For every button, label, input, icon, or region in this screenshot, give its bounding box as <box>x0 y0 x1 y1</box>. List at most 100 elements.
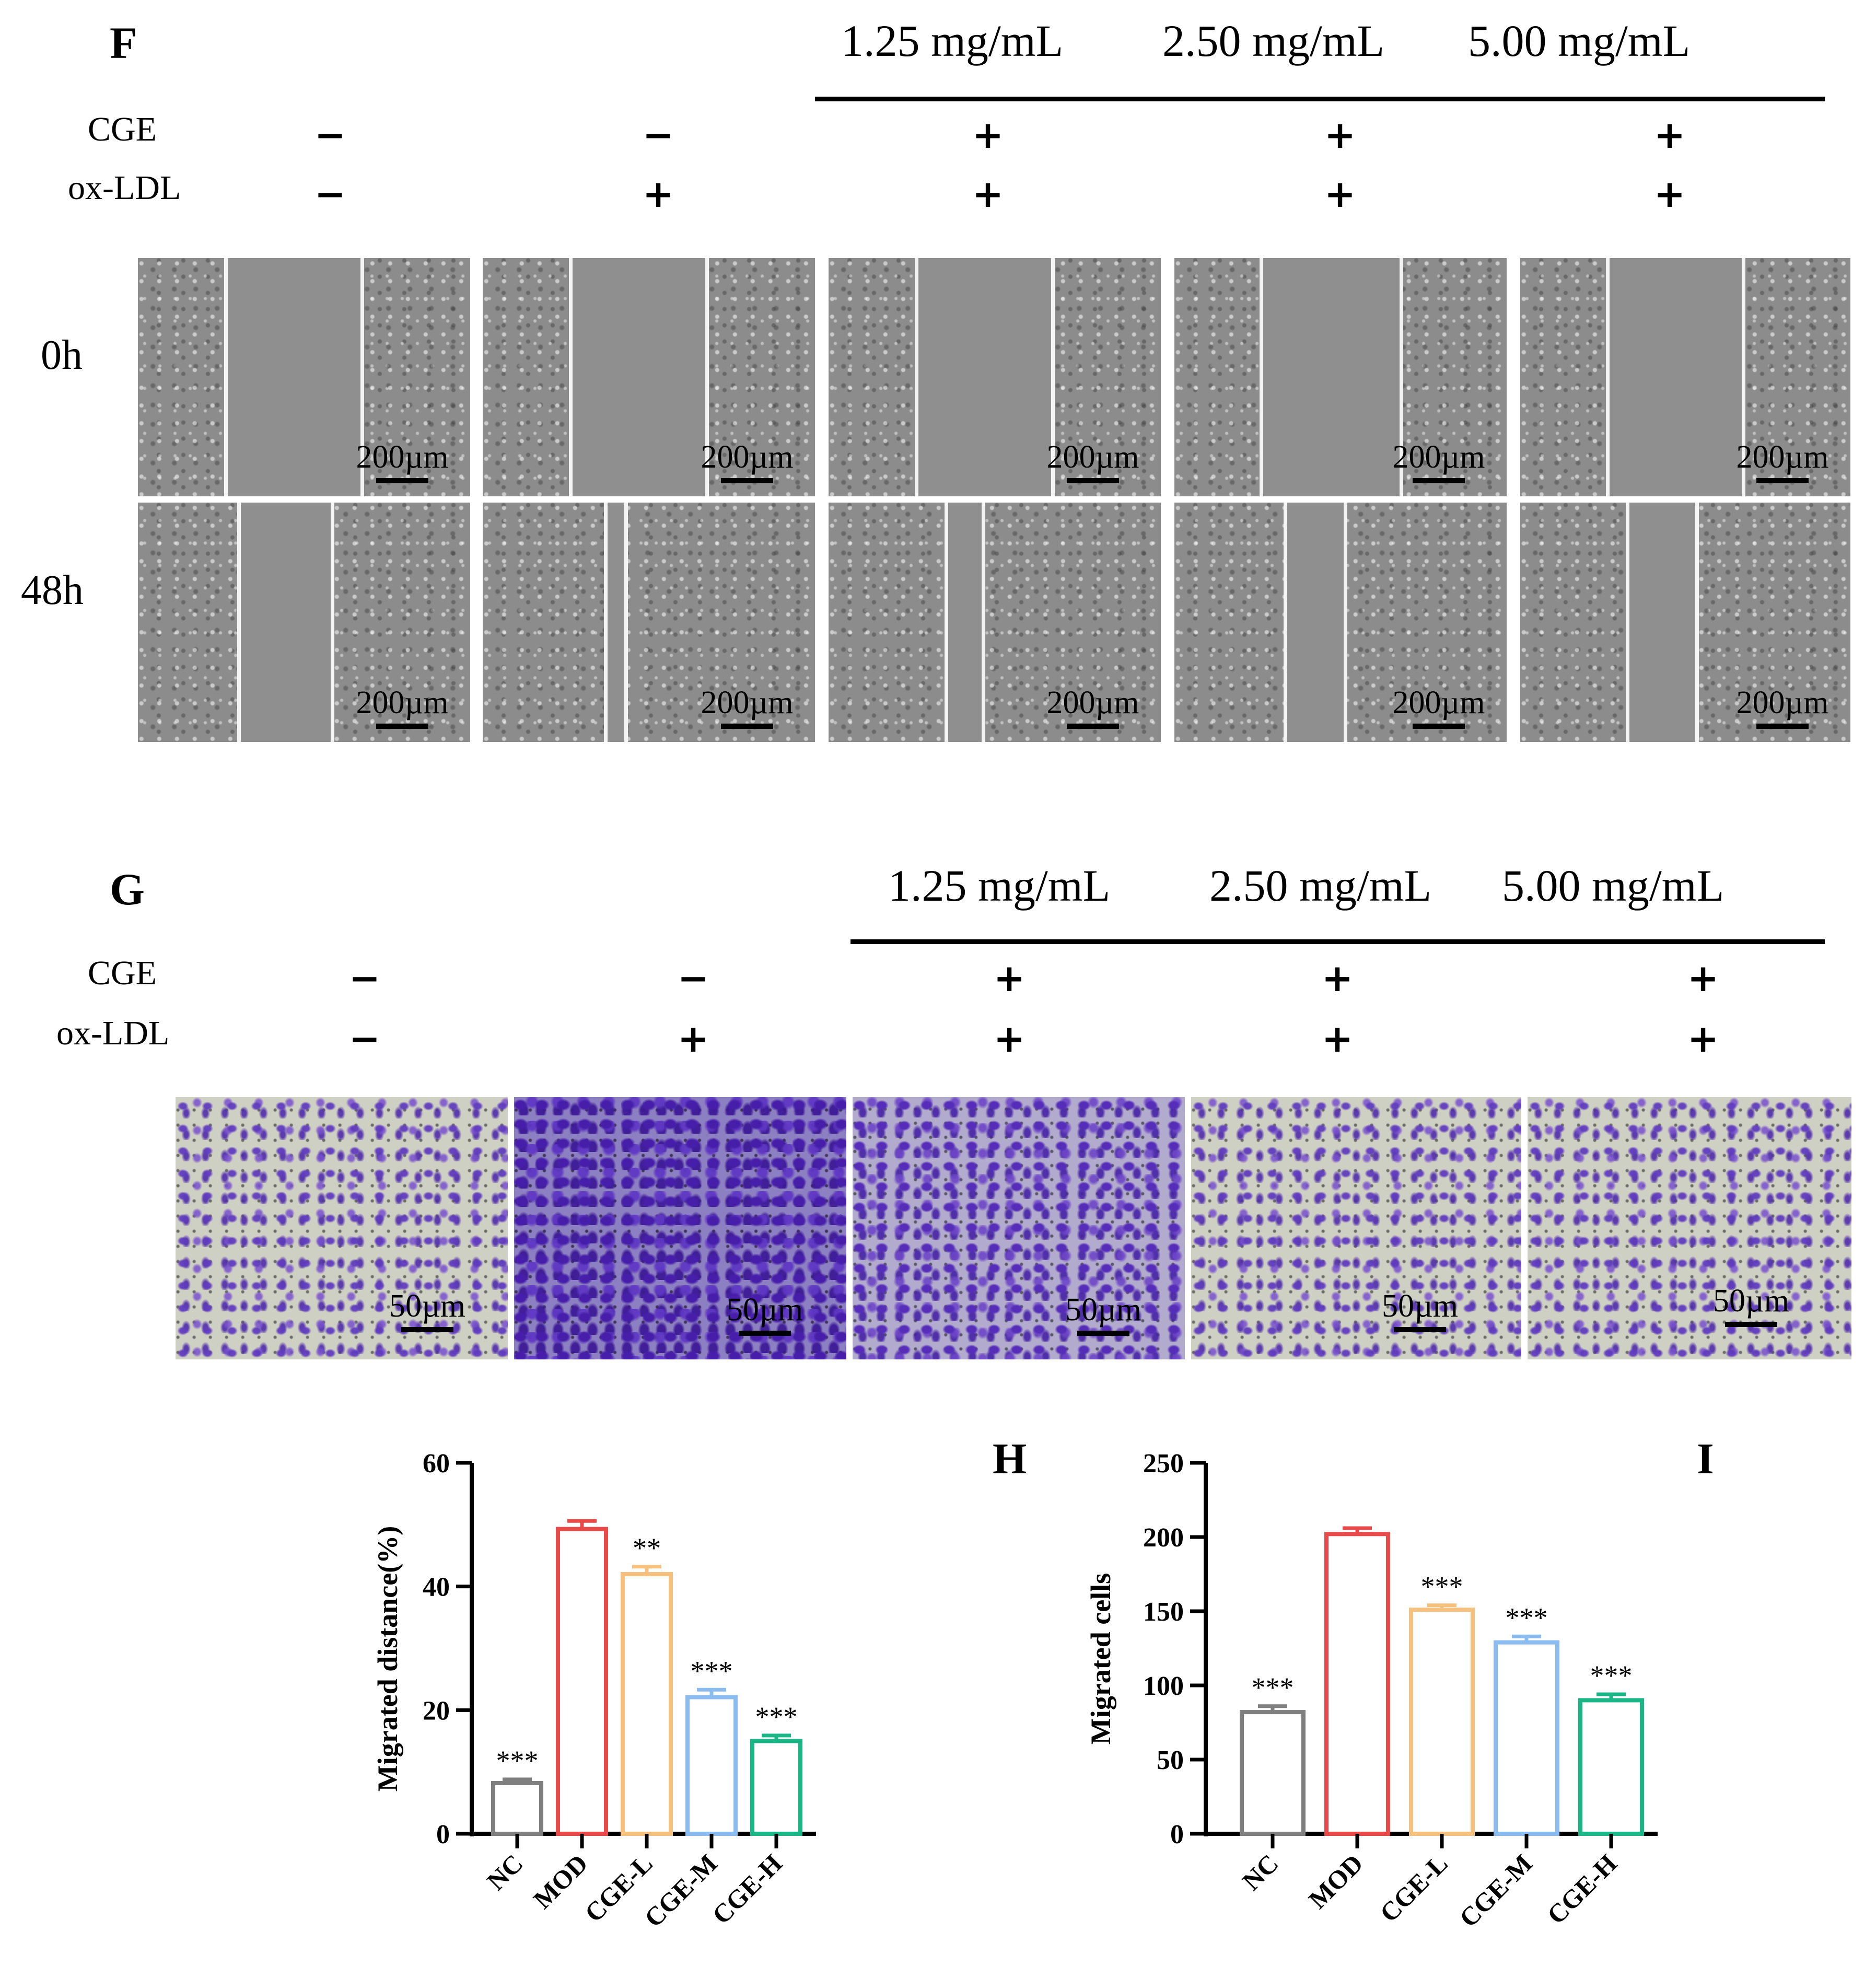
significance-label: *** <box>691 1655 733 1686</box>
wound-micrograph: 200µm <box>1520 503 1850 742</box>
panel-f-conc-low: 1.25 mg/mL <box>841 16 1064 66</box>
x-tick-label: CGE-M <box>638 1848 723 1933</box>
significance-label: *** <box>1506 1602 1548 1633</box>
panel-f-cge-sign: − <box>642 113 674 157</box>
wound-micrograph: 200µm <box>1520 258 1850 496</box>
panel-g-letter: G <box>110 864 145 914</box>
significance-label: ** <box>633 1532 661 1564</box>
scale-bar: 50µm <box>1368 1288 1472 1332</box>
panel-f-cge-sign: − <box>314 113 346 157</box>
panel-g-oxldl-sign: + <box>993 1017 1026 1061</box>
wound-gap <box>604 503 628 742</box>
wound-micrograph: 200µm <box>1174 503 1507 742</box>
significance-label: *** <box>755 1701 798 1732</box>
transwell-micrograph: 50µm <box>1191 1097 1521 1359</box>
panel-g-oxldl-sign: + <box>1321 1017 1354 1061</box>
panel-f-letter: F <box>110 18 137 68</box>
panel-g-cge-label: CGE <box>88 954 157 992</box>
panel-g-conc-low: 1.25 mg/mL <box>888 860 1111 911</box>
scale-bar: 200µm <box>1386 439 1491 483</box>
scale-bar: 200µm <box>1730 684 1835 729</box>
panel-g-oxldl-sign: + <box>677 1017 709 1061</box>
transwell-micrograph: 50µm <box>176 1097 508 1359</box>
significance-label: *** <box>1590 1660 1633 1691</box>
wound-micrograph: 200µm <box>483 503 815 742</box>
bar-mod <box>556 1527 608 1836</box>
y-tick-label: 50 <box>1157 1745 1184 1775</box>
x-tick-label: NC <box>481 1848 529 1896</box>
y-tick-label: 100 <box>1143 1671 1184 1701</box>
panel-g-cge-sign: − <box>677 956 709 1000</box>
scale-bar: 200µm <box>1386 684 1491 729</box>
y-tick-label: 200 <box>1143 1523 1184 1553</box>
panel-f-time-48h: 48h <box>21 567 84 613</box>
panel-f-cge-sign: + <box>972 113 1004 157</box>
y-tick-label: 20 <box>423 1696 450 1726</box>
panel-f-oxldl-sign: + <box>972 172 1004 216</box>
panel-f-oxldl-sign: + <box>642 172 674 216</box>
y-axis-label: Migrated cells <box>1085 1573 1116 1744</box>
wound-gap <box>237 503 334 742</box>
transwell-micrograph: 50µm <box>853 1097 1185 1359</box>
panel-letter: H <box>993 1435 1027 1483</box>
wound-gap <box>915 258 1055 496</box>
wound-gap <box>945 503 985 742</box>
scale-bar: 50µm <box>375 1288 480 1332</box>
panel-g-cge-sign: − <box>348 956 381 1000</box>
wound-gap <box>224 258 364 496</box>
significance-label: *** <box>1421 1571 1463 1602</box>
bar-cge-l <box>1409 1608 1475 1836</box>
scale-bar: 50µm <box>1699 1283 1803 1327</box>
x-tick-label: CGE-L <box>1374 1848 1453 1928</box>
y-tick-label: 60 <box>423 1449 450 1479</box>
y-axis-label: Migrated distance(%) <box>372 1526 403 1791</box>
y-tick-label: 0 <box>436 1820 450 1849</box>
wound-micrograph: 200µm <box>1174 258 1507 496</box>
scale-bar: 200µm <box>695 439 799 483</box>
scale-bar: 200µm <box>1041 439 1145 483</box>
panel-g-conc-mid: 2.50 mg/mL <box>1209 860 1432 911</box>
transwell-micrograph: 50µm <box>1528 1097 1851 1359</box>
panel-f-conc-mid: 2.50 mg/mL <box>1162 16 1385 66</box>
panel-f-cge-sign: + <box>1324 113 1356 157</box>
wound-gap <box>1606 258 1745 496</box>
x-tick-label: CGE-M <box>1453 1848 1537 1933</box>
panel-f-oxldl-sign: − <box>314 172 346 216</box>
scale-bar: 50µm <box>1051 1291 1156 1336</box>
scale-bar: 200µm <box>350 684 455 729</box>
panel-g-bracket-line <box>850 939 1825 944</box>
wound-micrograph: 200µm <box>829 258 1161 496</box>
wound-micrograph: 200µm <box>138 258 470 496</box>
wound-micrograph: 200µm <box>483 258 815 496</box>
bar-cge-h <box>1578 1698 1644 1836</box>
transwell-micrograph: 50µm <box>514 1097 846 1359</box>
bar-cge-h <box>750 1739 802 1836</box>
scale-bar: 200µm <box>1041 684 1145 729</box>
bar-cge-m <box>1494 1640 1559 1836</box>
panel-f-time-0h: 0h <box>41 332 83 378</box>
scale-bar: 50µm <box>713 1291 817 1336</box>
panel-f-bracket-line <box>815 97 1825 101</box>
panel-letter: I <box>1697 1435 1714 1483</box>
y-tick-label: 150 <box>1143 1597 1184 1627</box>
panel-g-oxldl-sign: − <box>348 1017 381 1061</box>
panel-g-cge-sign: + <box>1687 956 1719 1000</box>
panel-f-oxldl-sign: + <box>1324 172 1356 216</box>
panel-f-conc-high: 5.00 mg/mL <box>1468 16 1691 66</box>
panel-g-cge-sign: + <box>1321 956 1354 1000</box>
bar-nc <box>491 1780 543 1836</box>
scale-bar: 200µm <box>695 684 799 729</box>
panel-g-conc-high: 5.00 mg/mL <box>1502 860 1724 911</box>
x-tick-label: CGE-H <box>706 1848 788 1930</box>
x-tick-label: NC <box>1237 1848 1284 1896</box>
wound-micrograph: 200µm <box>829 503 1161 742</box>
significance-label: *** <box>496 1745 539 1776</box>
wound-gap <box>569 258 709 496</box>
panel-f-cge-label: CGE <box>88 110 157 148</box>
scale-bar: 200µm <box>350 439 455 483</box>
panel-f-oxldl-label: ox-LDL <box>68 169 181 207</box>
wound-gap <box>1626 503 1699 742</box>
wound-micrograph: 200µm <box>138 503 470 742</box>
